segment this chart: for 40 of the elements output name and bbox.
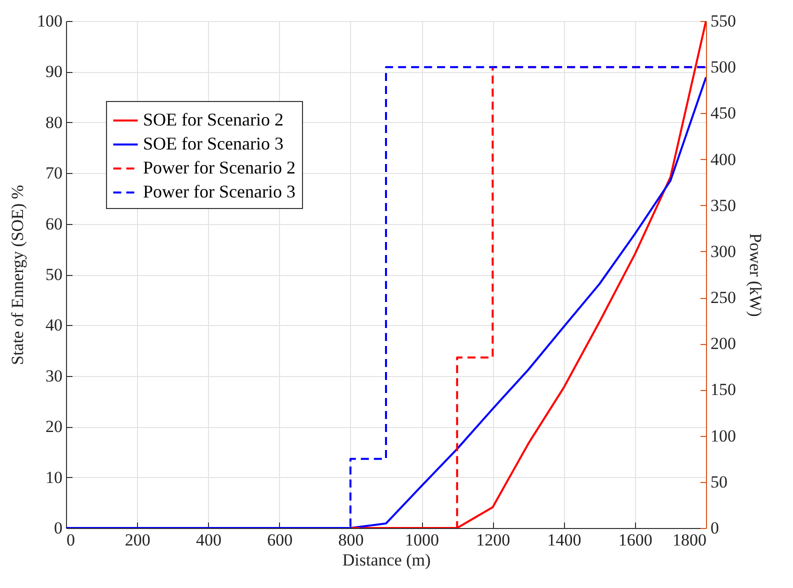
x-tick-label: 1800 xyxy=(672,530,706,550)
y2-tick-label: 0 xyxy=(710,518,719,538)
x-axis-title: Distance (m) xyxy=(342,550,431,570)
y-tick-label: 20 xyxy=(46,417,62,436)
x-tick-label: 200 xyxy=(124,530,150,550)
x-tick-label: 1400 xyxy=(547,530,582,550)
y-tick-label: 60 xyxy=(46,214,62,234)
x-tick-label: 600 xyxy=(267,530,293,550)
y-tick-label: 50 xyxy=(46,265,62,284)
x-tick-label: 400 xyxy=(196,530,222,550)
y2-tick-label: 550 xyxy=(710,12,736,30)
y-tick-label: 90 xyxy=(46,62,62,82)
y-tick-label: 80 xyxy=(46,112,62,132)
y-tick-label: 100 xyxy=(37,12,62,30)
y-tick-label: 30 xyxy=(46,366,62,386)
x-tick-label: 1600 xyxy=(618,530,652,550)
x-tick-label: 1000 xyxy=(405,530,440,550)
legend-label: SOE for Scenario 3 xyxy=(143,134,284,154)
x-tick-label: 0 xyxy=(66,530,75,550)
y-tick-label: 0 xyxy=(54,518,62,538)
y2-tick-label: 450 xyxy=(710,104,736,123)
legend-label: Power for Scenario 2 xyxy=(143,158,296,178)
legend-label: SOE for Scenario 2 xyxy=(143,110,284,130)
y2-tick-label: 250 xyxy=(710,288,736,308)
y2-tick-label: 400 xyxy=(710,150,736,169)
x-tick-label: 800 xyxy=(338,530,364,550)
y-tick-label: 40 xyxy=(46,316,62,335)
y-tick-label: 70 xyxy=(46,164,62,183)
y2-tick-label: 150 xyxy=(710,380,736,400)
y-tick-label: 10 xyxy=(46,468,62,487)
y2-tick-label: 200 xyxy=(710,334,736,354)
x-tick-label: 1200 xyxy=(476,530,510,550)
y2-tick-label: 350 xyxy=(710,196,736,215)
y2-tick-label: 100 xyxy=(710,426,736,446)
y2-tick-label: 50 xyxy=(710,472,728,492)
y2-axis-title: Power (kW) xyxy=(746,233,765,317)
y2-tick-label: 300 xyxy=(710,242,736,261)
y2-tick-label: 500 xyxy=(710,58,736,77)
y-axis-title: State of Ennergy (SOE) % xyxy=(8,184,27,366)
legend-label: Power for Scenario 3 xyxy=(143,182,296,202)
